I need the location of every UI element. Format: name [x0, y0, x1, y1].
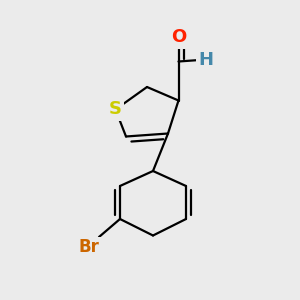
Text: H: H — [198, 51, 213, 69]
Text: Br: Br — [78, 238, 99, 256]
Text: S: S — [109, 100, 122, 118]
Text: O: O — [171, 28, 186, 46]
